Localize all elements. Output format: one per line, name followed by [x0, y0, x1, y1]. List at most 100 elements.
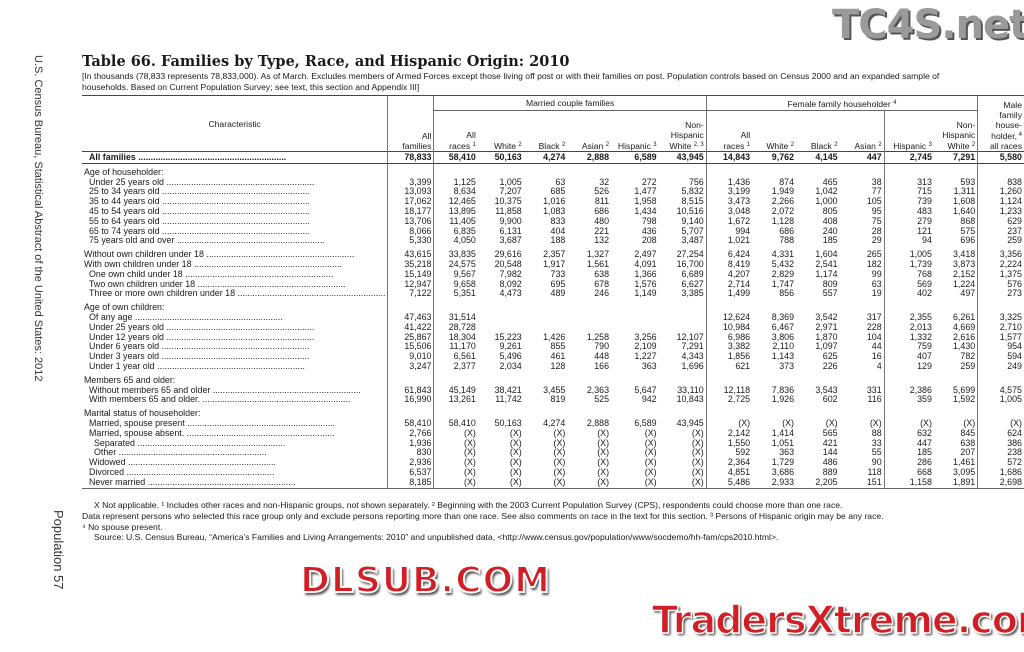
cell-value: 685 — [550, 186, 566, 197]
cell-value: 4,851 — [705, 467, 753, 478]
cell-value — [883, 163, 934, 178]
cell-value: 2,205 — [796, 477, 840, 489]
cell-value — [796, 405, 840, 419]
cell-value: 94 — [883, 236, 934, 247]
cell-value: (X) — [977, 418, 1024, 429]
cell-value: 1,021 — [705, 236, 753, 247]
cell-value: 12,107 — [676, 331, 704, 342]
cell-value: 788 — [779, 235, 795, 246]
cell-value: 593 — [960, 176, 976, 187]
cell-value — [433, 163, 478, 178]
cell-value: 6,589 — [634, 417, 657, 428]
cell-value: 2,386 — [883, 385, 934, 396]
cell-value: 1,174 — [815, 268, 838, 279]
cell-value — [524, 372, 568, 386]
table-row: All families ...........................… — [82, 151, 1024, 164]
cell-value: (X) — [433, 457, 478, 468]
cell-value: 2,725 — [705, 395, 753, 406]
cell-value: 3,048 — [705, 206, 753, 217]
cell-value: 11,858 — [495, 205, 522, 216]
cell-value: 2,698 — [977, 477, 1024, 489]
cell-value: (X) — [644, 457, 657, 468]
cell-value: 12,118 — [705, 385, 753, 396]
cell-value: (X) — [433, 467, 478, 478]
cell-value: 447 — [839, 151, 885, 164]
cell-value: 12,624 — [705, 312, 753, 323]
row-label: Widowed ................................… — [89, 458, 276, 468]
row-label: Married, spouse present ................… — [89, 418, 336, 428]
cell-value: 19 — [871, 288, 882, 299]
cell-value: 461 — [550, 351, 566, 362]
row-label: 55 to 64 years old .....................… — [89, 216, 310, 226]
cell-value: 572 — [977, 457, 1024, 468]
cell-value — [659, 299, 707, 313]
cell-value — [796, 163, 840, 177]
cell-value: 1,005 — [883, 246, 934, 260]
cell-value: 10,375 — [494, 196, 522, 207]
page-number: Population 57 — [51, 510, 66, 590]
cell-value: 489 — [550, 288, 566, 299]
cell-value: 2,034 — [499, 360, 522, 371]
cell-value: 1,739 — [883, 259, 934, 270]
row-label: Under 25 years old .....................… — [89, 322, 315, 332]
cell-value: 447 — [883, 438, 934, 449]
cell-value: (X) — [433, 477, 478, 489]
cell-value: 1,414 — [771, 427, 795, 438]
cell-value — [840, 299, 885, 313]
cell-value: 28 — [871, 225, 882, 236]
cell-value: 331 — [866, 384, 882, 395]
cell-value: 1,149 — [634, 288, 657, 299]
cell-value: 9,140 — [681, 215, 704, 226]
cell-value: 942 — [641, 394, 657, 405]
cell-value — [840, 163, 885, 177]
cell-value: (X) — [597, 437, 610, 448]
cell-value: 2,745 — [883, 151, 934, 164]
table-row: 55 to 64 years old .....................… — [82, 215, 1024, 227]
cell-value: 1,747 — [771, 278, 795, 289]
cell-value — [478, 299, 524, 313]
cell-value: 569 — [883, 279, 934, 290]
cell-value: 3,199 — [705, 187, 753, 198]
header-white-column: Non- Hispanic White 2 — [942, 120, 976, 151]
cell-value: 833 — [550, 215, 566, 226]
cell-value: 188 — [550, 235, 566, 246]
cell-value — [524, 163, 568, 177]
cell-value: 8,066 — [387, 226, 434, 237]
cell-value: 1,125 — [433, 177, 478, 188]
cell-value: 38 — [871, 176, 882, 187]
cell-value: 6,561 — [433, 351, 478, 362]
cell-value: 16,700 — [676, 258, 704, 269]
cell-value: 1,258 — [586, 331, 610, 342]
cell-value: 3,418 — [953, 249, 976, 260]
cell-value: 1,576 — [634, 278, 657, 289]
cell-value: 480 — [594, 215, 610, 226]
source-note: Source: U.S. Census Bureau, “America’s F… — [94, 532, 779, 543]
cell-value: 5,496 — [499, 351, 522, 362]
cell-value: 576 — [977, 279, 1024, 290]
cell-value: (X) — [883, 418, 934, 429]
cell-value: 2,357 — [543, 249, 566, 260]
cell-value: (X) — [523, 477, 568, 489]
cell-value: 6,589 — [611, 151, 659, 164]
cell-value: 1,608 — [953, 196, 976, 207]
header-white-column: Non- Hispanic White 2, 3 — [669, 120, 704, 151]
cell-value — [433, 371, 478, 386]
cell-value: (X) — [509, 447, 522, 458]
cell-value — [478, 405, 524, 419]
cell-value: 185 — [883, 448, 934, 459]
cell-value: 889 — [822, 466, 838, 477]
cell-value: 768 — [883, 269, 934, 280]
cell-value: 4,274 — [543, 417, 566, 428]
cell-value: 407 — [883, 351, 934, 362]
header-races-column: All races 1 — [705, 110, 753, 152]
cell-value: 621 — [705, 361, 753, 372]
cell-value: (X) — [782, 417, 795, 428]
cell-value: 798 — [641, 215, 657, 226]
cell-value: 13,895 — [433, 206, 478, 217]
cell-value: 3,686 — [771, 466, 795, 477]
cell-value: 33 — [871, 437, 882, 448]
header-hispanic-column: Hispanic 3 — [617, 141, 657, 151]
cell-value — [659, 405, 707, 419]
cell-value: 11,742 — [495, 394, 522, 405]
cell-value: 686 — [594, 205, 610, 216]
